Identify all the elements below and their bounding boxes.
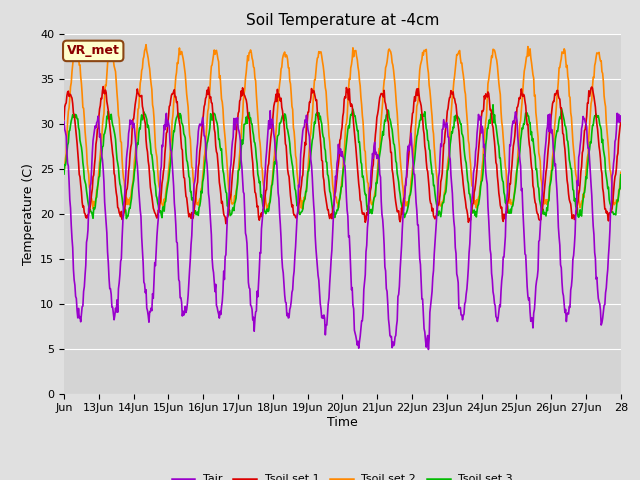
Text: VR_met: VR_met (67, 44, 120, 58)
Legend: Tair, Tsoil set 1, Tsoil set 2, Tsoil set 3: Tair, Tsoil set 1, Tsoil set 2, Tsoil se… (167, 470, 518, 480)
Title: Soil Temperature at -4cm: Soil Temperature at -4cm (246, 13, 439, 28)
X-axis label: Time: Time (327, 416, 358, 429)
Y-axis label: Temperature (C): Temperature (C) (22, 163, 35, 264)
